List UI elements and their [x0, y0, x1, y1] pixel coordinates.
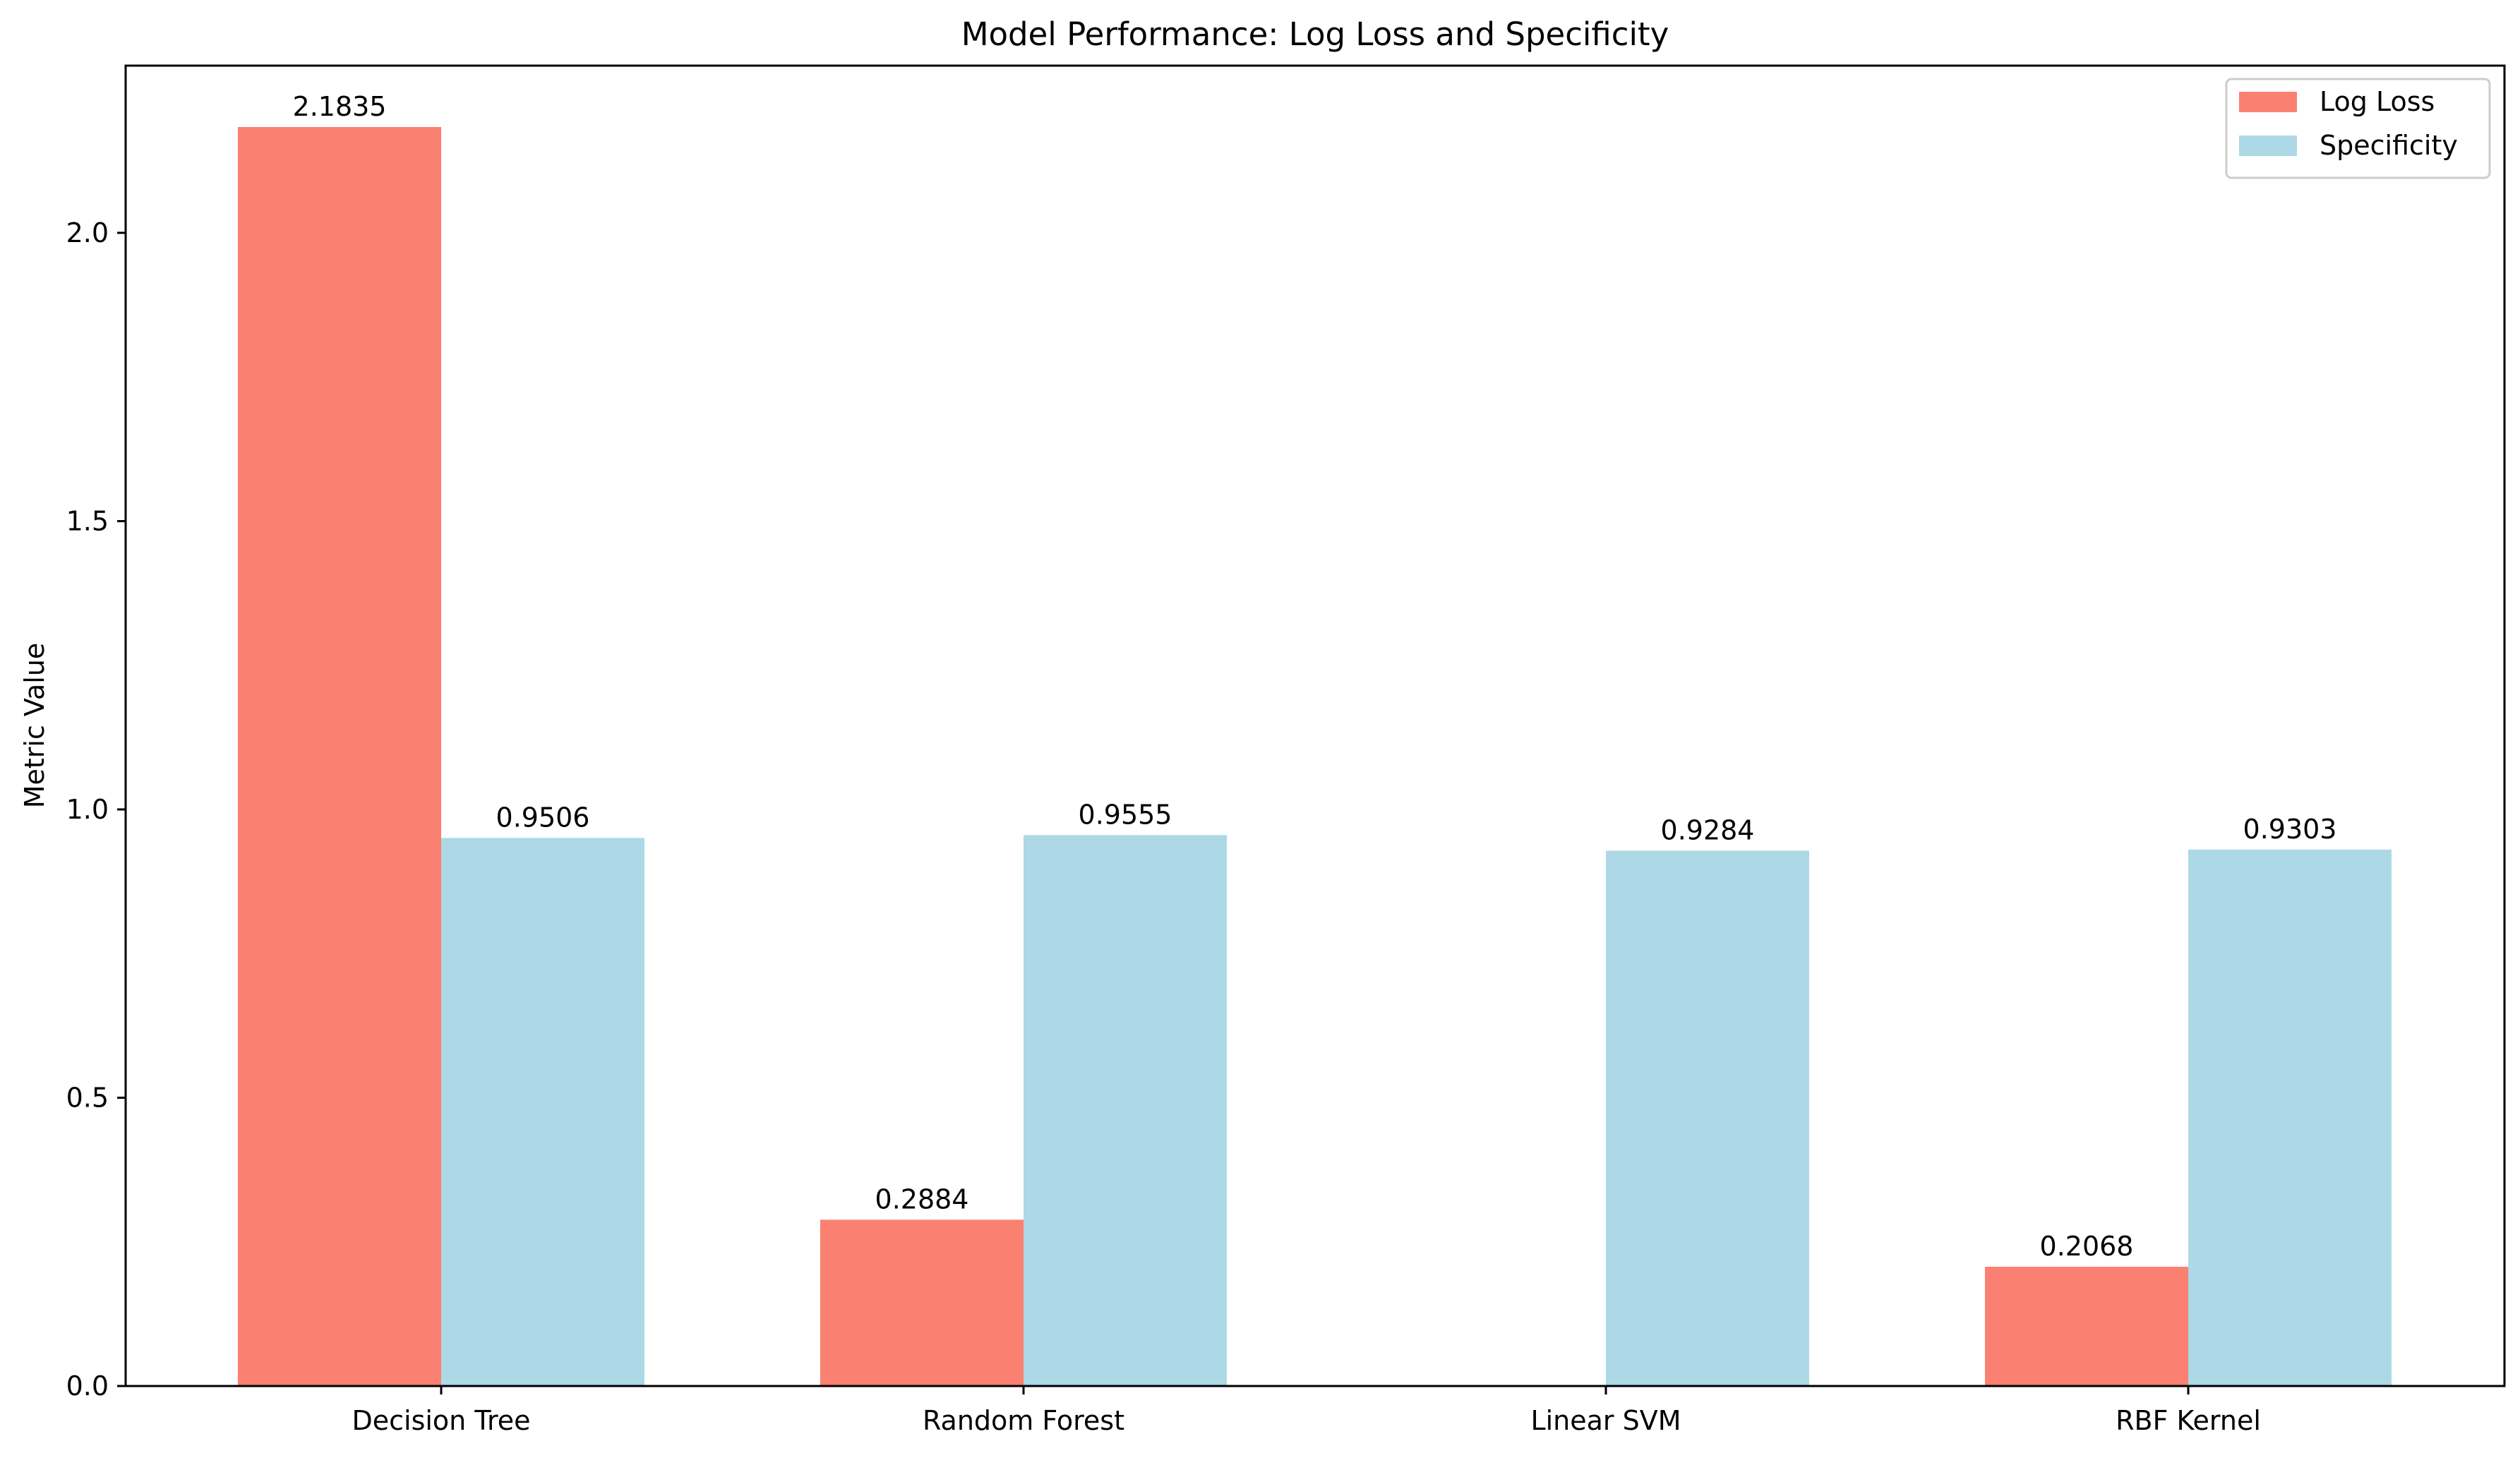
- bar-log-loss-random-forest: [820, 1219, 1024, 1386]
- y-tick-label-1-5: 1.5: [66, 505, 109, 536]
- x-tick-label-decision-tree: Decision Tree: [352, 1405, 530, 1436]
- bar-specificity-random-forest: [1024, 835, 1227, 1386]
- y-tick-label-0-0: 0.0: [66, 1370, 109, 1402]
- value-label-log-loss-random-forest: 0.2884: [875, 1183, 969, 1215]
- bar-log-loss-rbf-kernel: [1985, 1267, 2188, 1386]
- legend-label-log-loss: Log Loss: [2320, 86, 2435, 117]
- chart-title: Model Performance: Log Loss and Specific…: [961, 16, 1669, 53]
- plot-frame: [124, 64, 2506, 1387]
- value-label-specificity-random-forest: 0.9555: [1079, 799, 1172, 830]
- value-label-specificity-rbf-kernel: 0.9303: [2243, 814, 2337, 845]
- legend-swatch-specificity: [2239, 135, 2297, 156]
- value-label-log-loss-decision-tree: 2.1835: [293, 91, 387, 122]
- value-labels-layer: 2.1835 0.9506 0.2884 0.9555 0.9284 0.2068 0.93…: [293, 91, 2337, 1262]
- legend-label-specificity: Specificity: [2320, 130, 2458, 161]
- value-label-log-loss-rbf-kernel: 0.2068: [2040, 1231, 2134, 1262]
- x-axis: Decision Tree Random Forest Linear SVM RBF …: [352, 1386, 2261, 1436]
- value-label-specificity-decision-tree: 0.9506: [496, 802, 590, 833]
- y-axis: 0.0 0.5 1.0 1.5 2.0: [66, 217, 126, 1402]
- y-tick-label-2-0: 2.0: [66, 217, 109, 248]
- y-tick-label-0-5: 0.5: [66, 1082, 109, 1113]
- bar-specificity-rbf-kernel: [2188, 849, 2392, 1386]
- x-tick-label-rbf-kernel: RBF Kernel: [2116, 1405, 2261, 1436]
- y-axis-label: Metric Value: [19, 643, 50, 809]
- bar-log-loss-decision-tree: [238, 127, 441, 1386]
- x-tick-label-random-forest: Random Forest: [923, 1405, 1124, 1436]
- y-tick-label-1-0: 1.0: [66, 794, 109, 825]
- legend-swatch-log-loss: [2239, 92, 2297, 112]
- value-label-specificity-linear-svm: 0.9284: [1661, 814, 1755, 845]
- bar-specificity-decision-tree: [441, 838, 644, 1386]
- bars-layer: [238, 127, 2392, 1386]
- x-tick-label-linear-svm: Linear SVM: [1530, 1405, 1681, 1436]
- legend: Log Loss Specificity: [2225, 78, 2491, 179]
- bar-specificity-linear-svm: [1606, 850, 1809, 1386]
